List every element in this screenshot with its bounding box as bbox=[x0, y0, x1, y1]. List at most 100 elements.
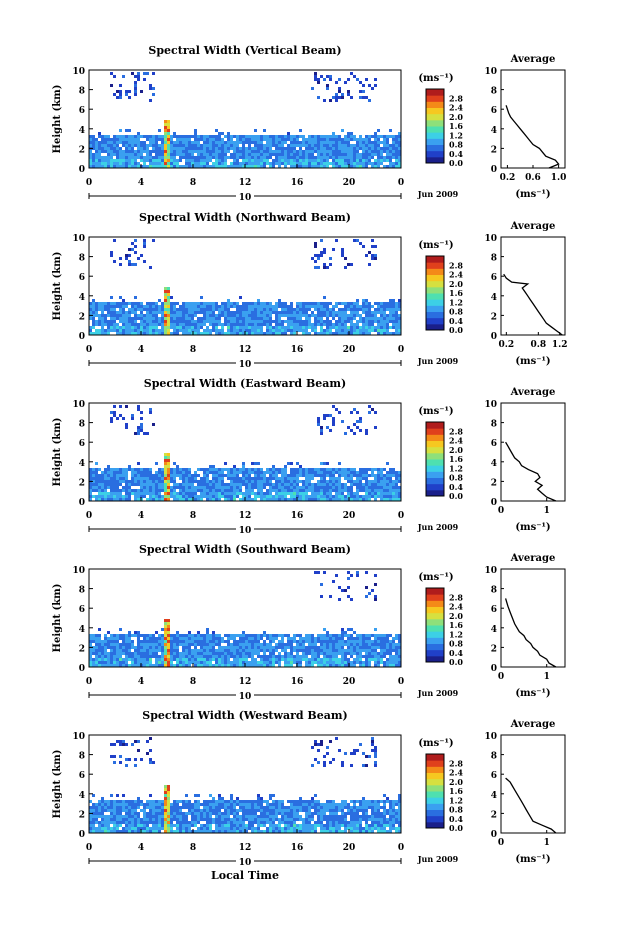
heatmap-cell bbox=[134, 87, 137, 90]
heatmap-cell bbox=[209, 332, 212, 335]
heatmap-cell bbox=[380, 323, 383, 326]
heatmap-cell bbox=[275, 162, 278, 165]
heatmap-cell bbox=[224, 314, 227, 317]
heatmap-cell bbox=[128, 263, 131, 266]
heatmap-cell bbox=[200, 162, 203, 165]
heatmap-cell bbox=[227, 489, 230, 492]
heatmap-cell bbox=[272, 162, 275, 165]
heatmap-cell bbox=[368, 308, 371, 311]
heatmap-cell bbox=[332, 495, 335, 498]
heatmap-cell bbox=[236, 655, 239, 658]
heatmap-cell bbox=[284, 498, 287, 501]
heatmap-cell bbox=[380, 141, 383, 144]
heatmap-cell bbox=[164, 311, 167, 314]
heatmap-cell bbox=[113, 260, 116, 263]
heatmap-cell bbox=[311, 649, 314, 652]
heatmap-cell bbox=[395, 141, 398, 144]
heatmap-cell bbox=[122, 150, 125, 153]
heatmap-cell bbox=[230, 486, 233, 489]
heatmap-cell bbox=[140, 135, 143, 138]
heatmap-cell bbox=[371, 655, 374, 658]
heatmap-cell bbox=[332, 96, 335, 99]
heatmap-cell bbox=[302, 480, 305, 483]
day-label: 10 bbox=[239, 526, 252, 536]
heatmap-cell bbox=[350, 72, 353, 75]
heatmap-cell bbox=[374, 426, 377, 429]
heatmap-cell bbox=[383, 486, 386, 489]
heatmap-cell bbox=[137, 257, 140, 260]
heatmap-cell bbox=[377, 165, 380, 168]
heatmap-cell bbox=[170, 296, 173, 299]
heatmap-cell bbox=[302, 162, 305, 165]
heatmap-cell bbox=[272, 471, 275, 474]
heatmap-cell bbox=[260, 483, 263, 486]
heatmap-cell bbox=[320, 646, 323, 649]
heatmap-cell bbox=[215, 468, 218, 471]
heatmap-cell bbox=[104, 477, 107, 480]
heatmap-cell bbox=[353, 474, 356, 477]
heatmap-cell bbox=[107, 640, 110, 643]
heatmap-cell bbox=[95, 661, 98, 664]
day-bar-gap bbox=[236, 190, 254, 200]
heatmap-cell bbox=[284, 495, 287, 498]
heatmap-cell bbox=[104, 159, 107, 162]
heatmap-cell bbox=[134, 661, 137, 664]
heatmap-cell bbox=[260, 326, 263, 329]
heatmap-cell bbox=[107, 162, 110, 165]
heatmap-cell bbox=[263, 631, 266, 634]
heatmap-cell bbox=[200, 661, 203, 664]
heatmap-cell bbox=[140, 254, 143, 257]
heatmap-cell bbox=[293, 165, 296, 168]
heatmap-cell bbox=[290, 329, 293, 332]
heatmap-cell bbox=[107, 486, 110, 489]
panel-1: Spectral Width (Vertical Beam)0246810Hei… bbox=[52, 44, 566, 203]
heatmap-cell bbox=[281, 150, 284, 153]
heatmap-cell bbox=[212, 474, 215, 477]
heatmap-cell bbox=[233, 652, 236, 655]
heatmap-cell bbox=[212, 323, 215, 326]
heatmap-cell bbox=[323, 323, 326, 326]
heatmap-cell bbox=[164, 159, 167, 162]
heatmap-cell bbox=[146, 317, 149, 320]
heatmap-cell bbox=[242, 492, 245, 495]
heatmap-cell bbox=[314, 138, 317, 141]
heatmap-cell bbox=[167, 646, 170, 649]
heatmap-cell bbox=[236, 150, 239, 153]
heatmap-cell bbox=[389, 480, 392, 483]
heatmap-cell bbox=[350, 332, 353, 335]
average-y-tick-label: 6 bbox=[491, 273, 497, 283]
heatmap-cell bbox=[110, 830, 113, 833]
heatmap-cell bbox=[359, 646, 362, 649]
heatmap-cell bbox=[374, 664, 377, 667]
heatmap-cell bbox=[242, 498, 245, 501]
heatmap-cell bbox=[134, 631, 137, 634]
heatmap-cell bbox=[128, 652, 131, 655]
heatmap-cell bbox=[113, 483, 116, 486]
heatmap-cell bbox=[326, 462, 329, 465]
heatmap-cell bbox=[218, 661, 221, 664]
heatmap-cell bbox=[134, 468, 137, 471]
heatmap-cell bbox=[146, 72, 149, 75]
heatmap-cell bbox=[341, 323, 344, 326]
heatmap-cell bbox=[347, 308, 350, 311]
heatmap-cell bbox=[395, 320, 398, 323]
heatmap-cell bbox=[380, 162, 383, 165]
heatmap-cell bbox=[281, 483, 284, 486]
heatmap-cell bbox=[320, 643, 323, 646]
heatmap-cell bbox=[293, 637, 296, 640]
heatmap-cell bbox=[164, 326, 167, 329]
heatmap-cell bbox=[245, 649, 248, 652]
heatmap-cell bbox=[248, 141, 251, 144]
heatmap-cell bbox=[248, 643, 251, 646]
heatmap-cell bbox=[149, 141, 152, 144]
heatmap-cell bbox=[347, 640, 350, 643]
heatmap-cell bbox=[230, 156, 233, 159]
heatmap-cell bbox=[194, 652, 197, 655]
heatmap-cell bbox=[197, 652, 200, 655]
heatmap-cell bbox=[179, 147, 182, 150]
heatmap-cell bbox=[236, 144, 239, 147]
heatmap-cell bbox=[257, 483, 260, 486]
heatmap-cell bbox=[302, 492, 305, 495]
date-label: Jun 2009 bbox=[417, 522, 459, 532]
heatmap-cell bbox=[377, 637, 380, 640]
